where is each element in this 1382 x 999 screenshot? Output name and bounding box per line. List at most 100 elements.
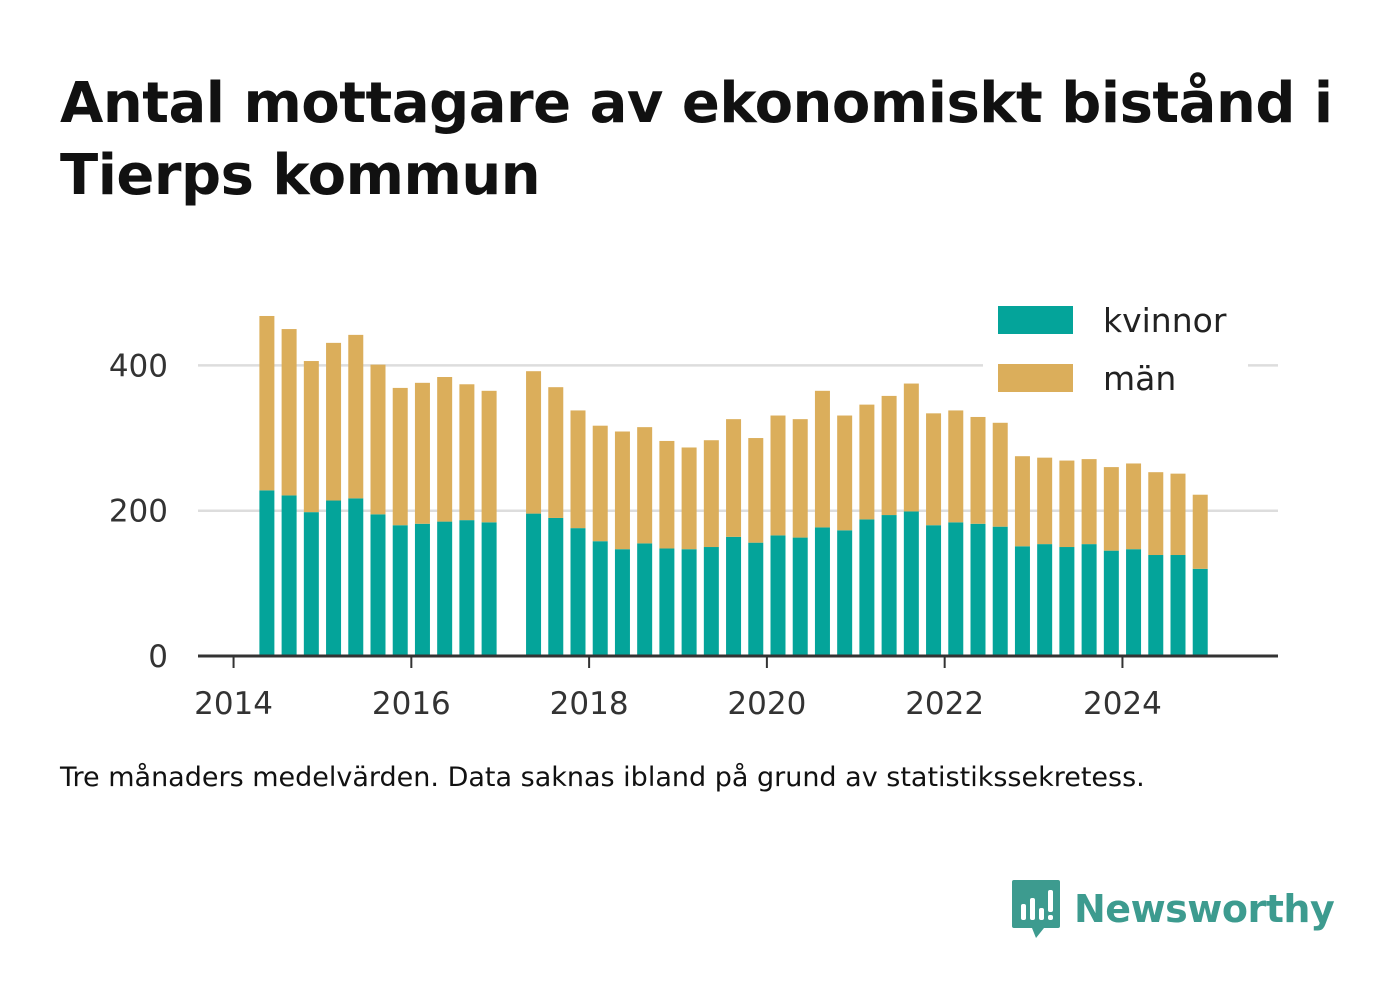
bar-kvinnor-34: [1037, 544, 1053, 656]
bar-kvinnor-18: [681, 549, 697, 656]
bar-man-41: [1192, 494, 1208, 569]
bar-kvinnor-40: [1170, 555, 1186, 656]
bar-kvinnor-26: [859, 519, 875, 656]
bar-kvinnor-6: [392, 525, 408, 656]
bar-kvinnor-22: [770, 535, 786, 656]
bar-kvinnor-20: [726, 536, 742, 656]
bar-kvinnor-29: [926, 525, 942, 656]
bar-kvinnor-12: [548, 517, 564, 656]
brand-name: Newsworthy: [1074, 887, 1335, 931]
bar-kvinnor-32: [992, 526, 1008, 656]
bar-man-10: [481, 390, 497, 523]
bar-man-15: [614, 431, 630, 550]
x-tick-label-2018: 2018: [550, 686, 629, 722]
legend-label-man: män: [1103, 359, 1176, 398]
bar-kvinnor-30: [948, 522, 964, 656]
bar-man-34: [1037, 457, 1053, 545]
bar-man-33: [1014, 456, 1030, 547]
bar-man-8: [437, 377, 453, 522]
bar-kvinnor-23: [792, 537, 808, 656]
bar-kvinnor-14: [592, 541, 608, 656]
page-title: Antal mottagare av ekonomiskt bistånd i …: [60, 71, 1333, 208]
bar-kvinnor-27: [881, 515, 897, 656]
bar-man-1: [281, 329, 297, 496]
bar-man-28: [903, 383, 919, 512]
newsworthy-logo-icon: [1012, 880, 1060, 938]
bar-kvinnor-25: [837, 530, 853, 656]
bars: [259, 315, 1208, 656]
bar-man-6: [392, 387, 408, 526]
bar-kvinnor-8: [437, 521, 453, 656]
legend-swatch-kvinnor: [998, 306, 1073, 334]
bar-kvinnor-35: [1059, 547, 1075, 656]
bar-man-14: [592, 425, 608, 542]
legend-swatch-man: [998, 364, 1073, 392]
bar-man-16: [637, 427, 653, 544]
bar-kvinnor-21: [748, 542, 764, 656]
bar-man-12: [548, 387, 564, 518]
bar-man-17: [659, 440, 675, 549]
bar-kvinnor-4: [348, 498, 364, 656]
bar-kvinnor-11: [526, 513, 542, 656]
x-tick-label-2024: 2024: [1083, 686, 1162, 722]
y-tick-label-400: 400: [109, 348, 168, 384]
bar-kvinnor-39: [1148, 555, 1164, 656]
bar-kvinnor-1: [281, 495, 297, 656]
axes: 0 200 400 2014 2016 2018 2020 2022 2024: [109, 348, 1278, 722]
bar-man-32: [992, 422, 1008, 527]
bar-man-0: [259, 315, 275, 491]
bar-kvinnor-31: [970, 523, 986, 656]
bar-kvinnor-13: [570, 528, 586, 656]
bar-man-21: [748, 438, 764, 543]
bar-kvinnor-16: [637, 543, 653, 656]
bar-kvinnor-19: [703, 547, 719, 656]
bar-kvinnor-17: [659, 548, 675, 656]
bar-man-24: [814, 390, 830, 528]
bar-man-38: [1126, 463, 1142, 550]
brand-logo: Newsworthy: [1010, 878, 1335, 940]
x-tick-label-2014: 2014: [194, 686, 273, 722]
footnote: Tre månaders medelvärden. Data saknas ib…: [60, 762, 1145, 793]
y-tick-label-0: 0: [148, 639, 168, 675]
x-tick-label-2022: 2022: [905, 686, 984, 722]
bar-man-22: [770, 415, 786, 536]
bar-kvinnor-24: [814, 527, 830, 656]
bar-kvinnor-7: [414, 523, 430, 656]
bar-man-7: [414, 382, 430, 524]
bar-man-39: [1148, 472, 1164, 556]
bar-man-26: [859, 404, 875, 520]
bar-man-5: [370, 364, 386, 515]
bar-man-35: [1059, 460, 1075, 548]
bar-kvinnor-37: [1103, 550, 1119, 656]
bar-man-30: [948, 410, 964, 523]
bar-man-27: [881, 395, 897, 516]
bar-man-31: [970, 416, 986, 524]
bar-man-29: [926, 413, 942, 526]
bar-kvinnor-36: [1081, 544, 1097, 656]
bar-man-11: [526, 371, 542, 514]
bar-man-18: [681, 447, 697, 550]
bar-man-13: [570, 410, 586, 529]
bar-kvinnor-10: [481, 522, 497, 656]
bar-man-40: [1170, 473, 1186, 556]
x-tick-label-2020: 2020: [727, 686, 806, 722]
bar-man-9: [459, 384, 475, 521]
x-tick-label-2016: 2016: [372, 686, 451, 722]
legend-label-kvinnor: kvinnor: [1103, 301, 1227, 340]
bar-man-36: [1081, 459, 1097, 545]
bar-man-23: [792, 419, 808, 538]
bar-man-25: [837, 415, 853, 531]
bar-kvinnor-5: [370, 514, 386, 656]
stacked-bar-chart: 0 200 400 2014 2016 2018 2020 2022 2024 kvinnor …: [108, 298, 1278, 722]
legend: kvinnor män: [983, 298, 1248, 408]
bar-kvinnor-41: [1192, 568, 1208, 656]
bar-kvinnor-28: [903, 511, 919, 656]
y-tick-label-200: 200: [109, 494, 168, 530]
bar-man-4: [348, 334, 364, 499]
bar-man-20: [726, 419, 742, 537]
bar-kvinnor-3: [326, 500, 342, 656]
bar-kvinnor-9: [459, 520, 475, 656]
bar-kvinnor-2: [303, 512, 319, 656]
bar-man-37: [1103, 467, 1119, 551]
bar-man-19: [703, 440, 719, 548]
